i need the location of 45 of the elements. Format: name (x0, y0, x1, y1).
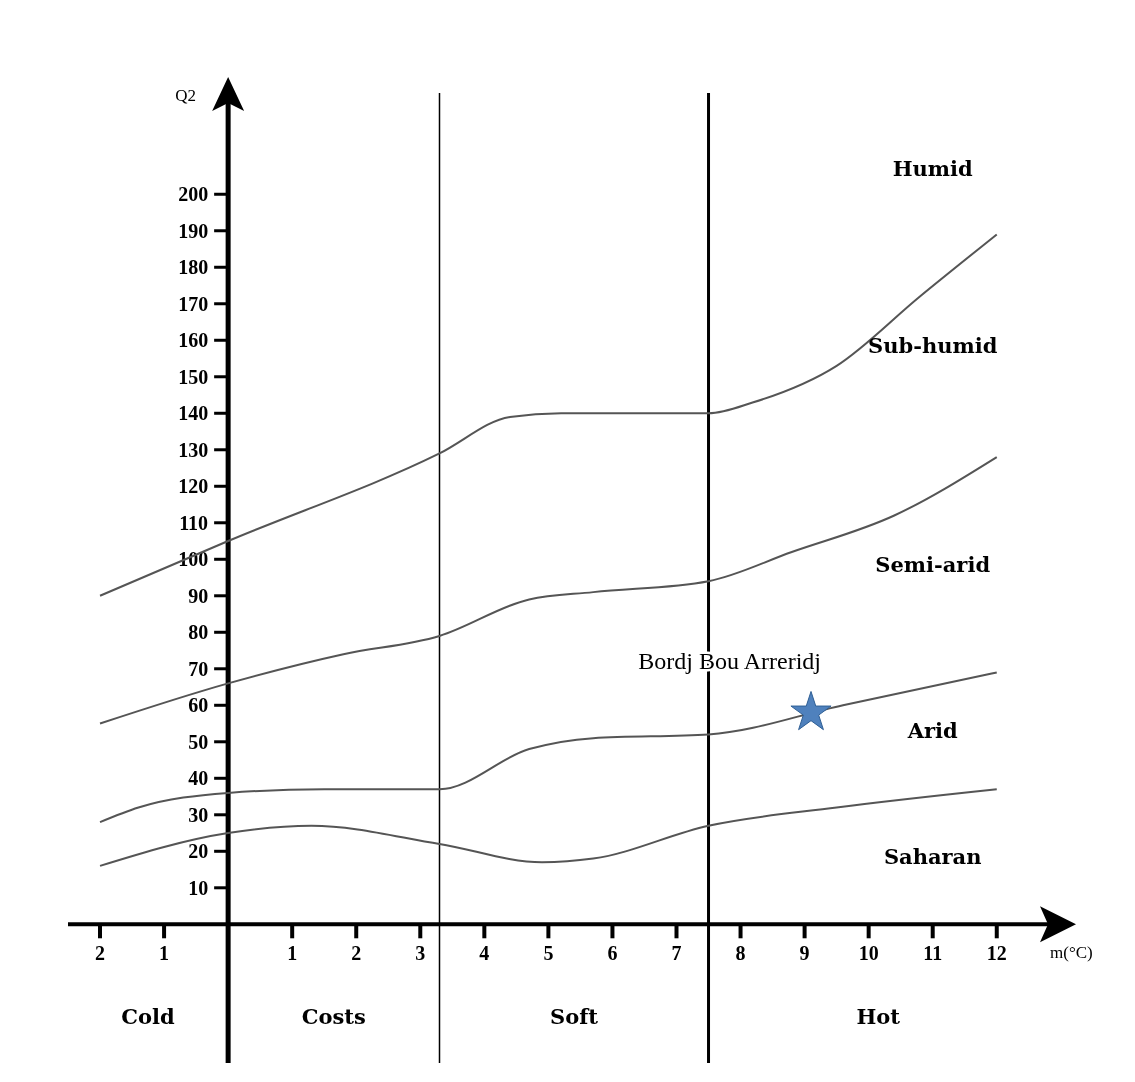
x-tick-label: 10 (858, 942, 879, 965)
annotation: Costs (301, 1004, 366, 1030)
y-tick-label: 110 (179, 511, 209, 534)
y-tick-label: 150 (178, 365, 209, 388)
y-tick-label: 140 (178, 402, 209, 425)
y-tick-label: 70 (188, 657, 209, 680)
annotation: Cold (121, 1004, 176, 1030)
x-tick-label: 2 (351, 942, 362, 965)
annotation: Sub-humid (868, 332, 998, 358)
y-tick-label: 10 (188, 876, 209, 899)
x-tick-label: 11 (923, 942, 943, 965)
x-tick-label: 1 (159, 942, 170, 965)
x-tick-label: 4 (479, 942, 490, 965)
annotation: Humid (892, 155, 974, 181)
annotation: Saharan (883, 843, 982, 869)
x-tick-label: 12 (986, 942, 1007, 965)
annotation: Soft (550, 1004, 599, 1030)
y-tick-label: 180 (178, 256, 209, 279)
y-tick-label: 190 (178, 219, 209, 242)
annotation: Semi-arid (875, 551, 991, 577)
x-tick-label: 9 (799, 942, 810, 965)
y-tick-label: 30 (188, 803, 209, 826)
y-tick-label: 50 (188, 730, 209, 753)
y-tick-label: 80 (188, 621, 209, 644)
x-tick-label: 2 (95, 942, 106, 965)
y-tick-label: 200 (178, 183, 209, 206)
line-series (99, 788, 998, 867)
y-tick-label: 120 (178, 475, 209, 498)
annotation: Hot (856, 1004, 901, 1030)
y-tick-label: 160 (178, 329, 209, 352)
x-tick-label: 3 (415, 942, 426, 965)
y-tick-label: 170 (178, 292, 209, 315)
y-tick-label: 40 (188, 767, 209, 790)
y-tick-label: 60 (188, 694, 209, 717)
x-tick-label: 1 (287, 942, 298, 965)
y-axis-title: Q2 (175, 86, 197, 105)
y-tick-label: 90 (188, 584, 209, 607)
y-tick-label: 20 (188, 840, 209, 863)
x-axis-title: m(°C) (1050, 943, 1093, 963)
x-tick-label: 7 (671, 942, 682, 965)
x-tick-label: 6 (607, 942, 618, 965)
x-tick-label: 5 (543, 942, 554, 965)
annotation: Arid (906, 717, 959, 743)
y-tick-label: 130 (178, 438, 209, 461)
x-tick-label: 8 (735, 942, 746, 965)
